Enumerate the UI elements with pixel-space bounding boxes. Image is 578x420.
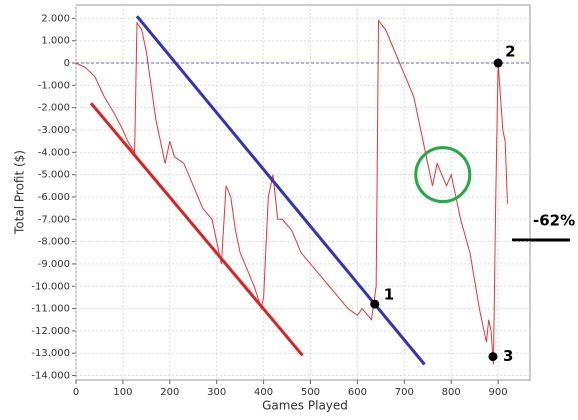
y-tick-label: -2.000 bbox=[38, 103, 70, 114]
y-tick-label: -11.000 bbox=[31, 304, 70, 315]
y-tick-label: -5.000 bbox=[38, 170, 70, 181]
x-axis-label: Games Played bbox=[262, 399, 348, 413]
x-tick-label: 600 bbox=[348, 387, 367, 398]
y-tick-label: -1.000 bbox=[38, 80, 70, 91]
marker-point bbox=[488, 352, 498, 362]
marker-point bbox=[493, 58, 503, 68]
x-tick-label: 500 bbox=[301, 387, 320, 398]
marker-point bbox=[370, 299, 380, 309]
plot-area bbox=[75, 4, 531, 381]
x-tick-label: 700 bbox=[395, 387, 414, 398]
x-tick-label: 200 bbox=[160, 387, 179, 398]
y-tick-label: -4.000 bbox=[38, 147, 70, 158]
profit-line bbox=[75, 19, 508, 365]
y-tick-label: 2.000 bbox=[41, 13, 70, 24]
y-tick-label: 0 bbox=[64, 58, 70, 69]
y-tick-label: -10.000 bbox=[31, 281, 70, 292]
y-tick-label: -14.000 bbox=[31, 371, 70, 382]
marker-label: 1 bbox=[384, 286, 394, 304]
x-tick-label: 400 bbox=[254, 387, 273, 398]
highlight-circle bbox=[414, 146, 472, 204]
side-note: -62% bbox=[533, 212, 575, 230]
y-tick-label: -9.000 bbox=[38, 259, 70, 270]
y-tick-label: -13.000 bbox=[31, 348, 70, 359]
y-tick-label: -7.000 bbox=[38, 214, 70, 225]
y-tick-label: -6.000 bbox=[38, 192, 70, 203]
y-tick-label: -3.000 bbox=[38, 125, 70, 136]
x-tick-label: 800 bbox=[442, 387, 461, 398]
x-tick-label: 900 bbox=[489, 387, 508, 398]
y-tick-label: -12.000 bbox=[31, 326, 70, 337]
y-tick-label: 1.000 bbox=[41, 36, 70, 47]
x-tick-label: 0 bbox=[73, 387, 79, 398]
trend-line bbox=[89, 102, 304, 357]
y-tick-label: -8.000 bbox=[38, 237, 70, 248]
marker-label: 2 bbox=[505, 43, 515, 61]
marker-label: 3 bbox=[503, 347, 513, 365]
y-axis-label: Total Profit ($) bbox=[13, 150, 27, 235]
x-tick-label: 300 bbox=[207, 387, 226, 398]
x-tick-label: 100 bbox=[113, 387, 132, 398]
